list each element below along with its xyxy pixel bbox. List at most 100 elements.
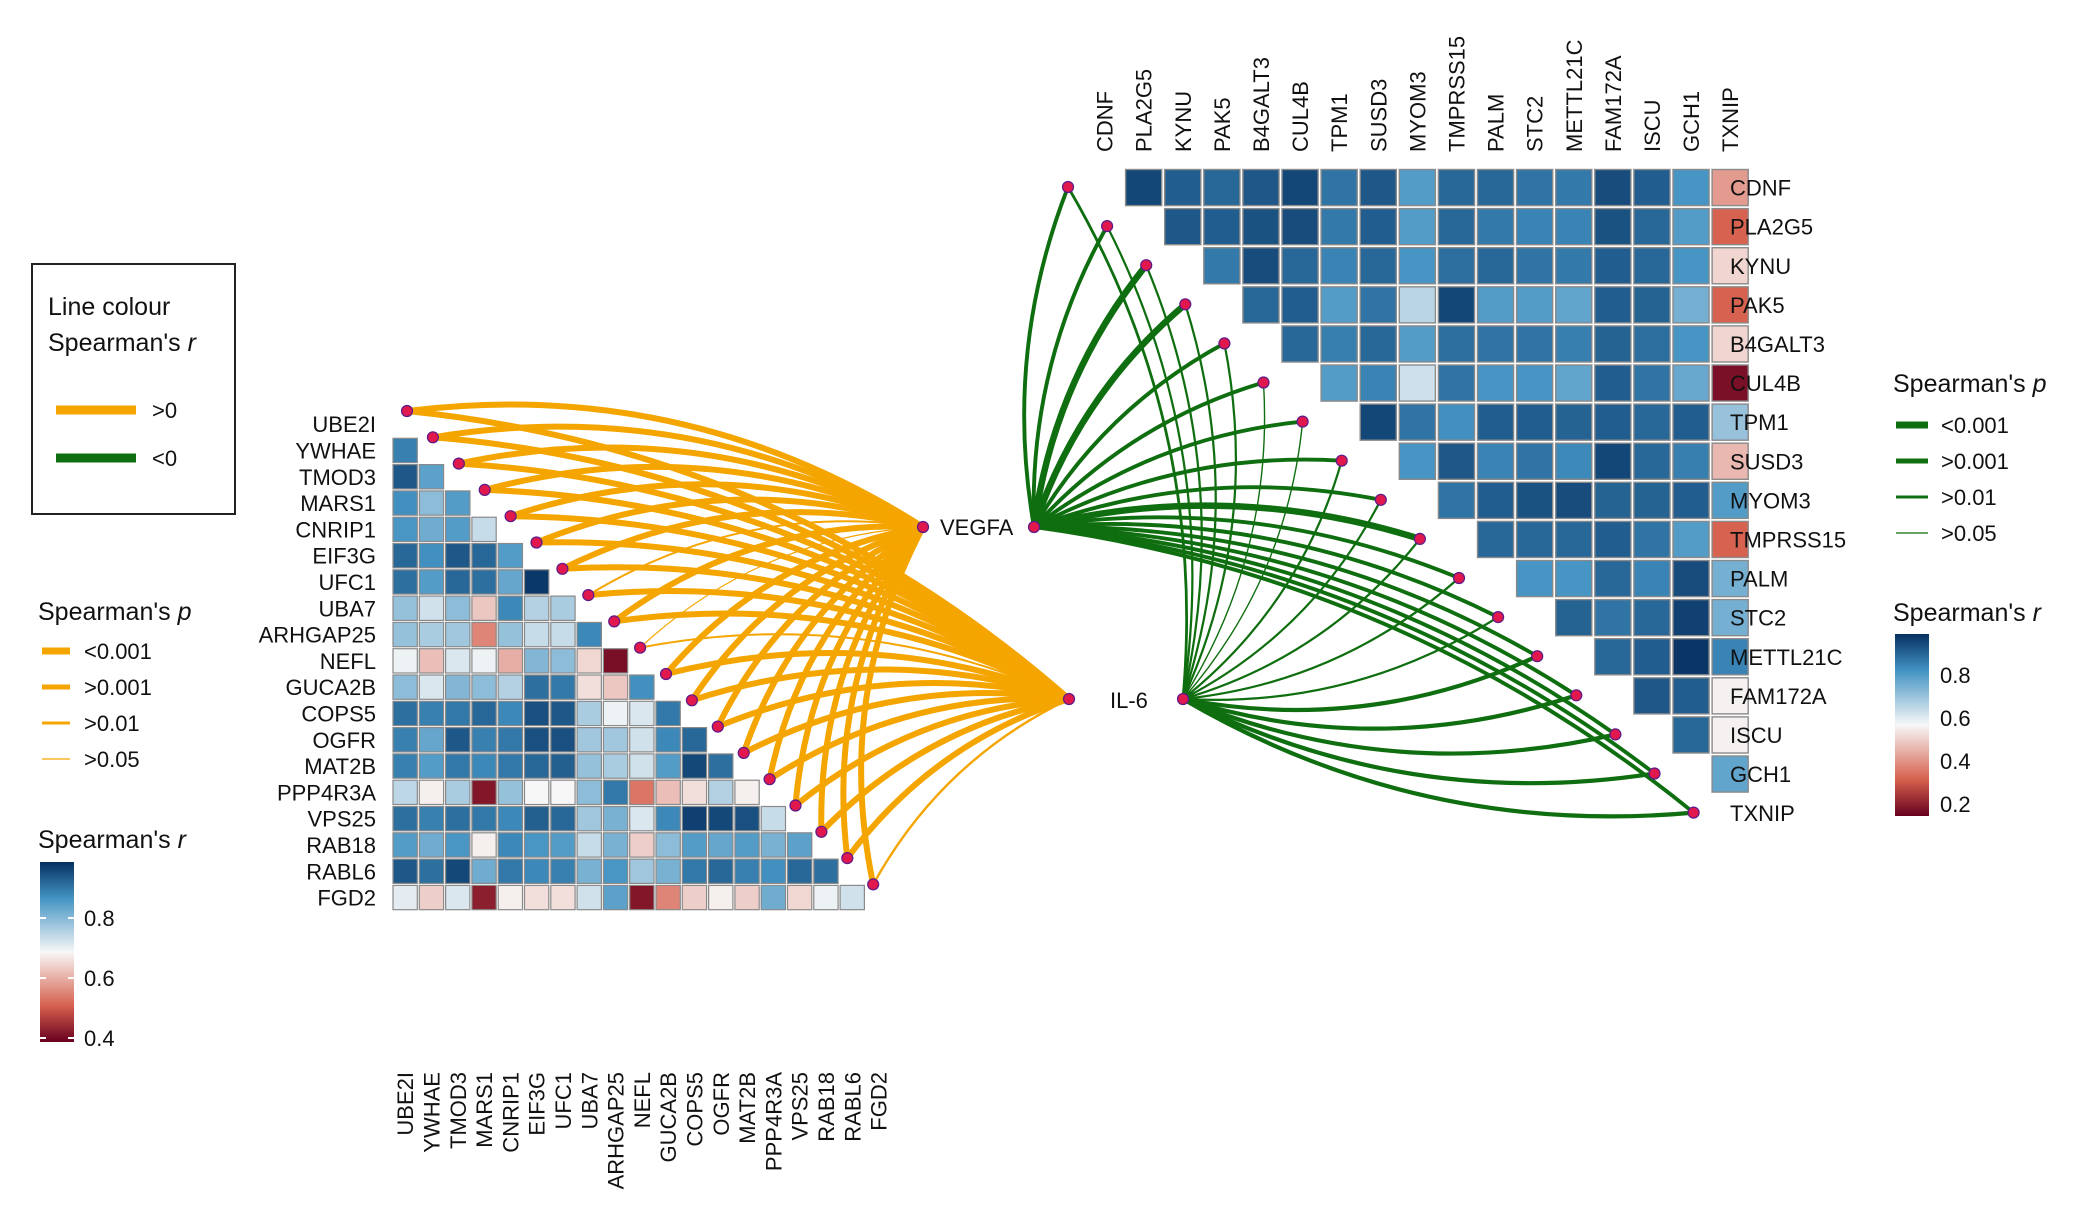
- right-gene-node: [1648, 767, 1661, 780]
- left-heatmap-cell: [576, 648, 602, 674]
- right-heatmap-cell: [1515, 168, 1554, 207]
- left-heatmap-cell: [445, 621, 471, 648]
- left-gene-node: [633, 641, 647, 654]
- right-gene-node: [1452, 571, 1466, 585]
- right-heatmap-cell: [1320, 364, 1358, 402]
- right-heatmap-cell: [1515, 403, 1554, 441]
- right-heatmap-cell: [1633, 246, 1671, 285]
- left-heatmap-cell: [418, 858, 445, 884]
- left-heatmap-cell: [392, 569, 418, 595]
- right-heatmap-cell: [1554, 598, 1593, 637]
- right-row-label: MYOM3: [1730, 488, 1811, 513]
- left-gene-node: [841, 851, 854, 865]
- left-gene-node: [867, 878, 880, 891]
- vegfa-link-left: [792, 524, 926, 806]
- left-heatmap-cell: [471, 753, 497, 779]
- left-heatmap-cell: [602, 858, 629, 884]
- left-heatmap-cell: [602, 648, 629, 674]
- left-heatmap-cell: [707, 753, 734, 779]
- legend-p-left-label-2: >0.001: [84, 675, 152, 700]
- left-heatmap-cell: [786, 858, 813, 884]
- left-heatmap-cell: [445, 753, 471, 779]
- right-heatmap-cell: [1672, 598, 1710, 637]
- right-heatmap-cell: [1672, 246, 1710, 285]
- left-heatmap-cell: [392, 779, 418, 806]
- right-heatmap-cell: [1594, 638, 1632, 676]
- right-heatmap-cell: [1515, 207, 1554, 246]
- right-heatmap-cell: [1320, 207, 1358, 246]
- left-heatmap-cell: [471, 674, 497, 700]
- right-heatmap-cell: [1359, 364, 1397, 402]
- right-heatmap-cell: [1711, 403, 1749, 441]
- hub-label-il6: IL-6: [1110, 688, 1148, 713]
- right-gene-node: [1335, 454, 1348, 467]
- il6-link-right: [1182, 421, 1304, 700]
- right-heatmap-cell: [1554, 364, 1593, 402]
- right-row-label: PAK5: [1730, 293, 1785, 318]
- vegfa-link-left: [458, 444, 925, 530]
- left-heatmap-cell: [734, 779, 760, 806]
- left-gene-node: [400, 404, 414, 418]
- il6-link-right: [1106, 225, 1194, 700]
- right-heatmap-cell: [1398, 403, 1437, 441]
- right-col-label: STC2: [1523, 96, 1548, 152]
- left-col-label: ARHGAP25: [604, 1072, 629, 1189]
- left-heatmap-cell: [445, 779, 471, 806]
- left-heatmap-cell: [550, 858, 576, 884]
- right-col-label: MYOM3: [1405, 71, 1430, 152]
- right-heatmap-cell: [1203, 246, 1241, 285]
- left-heatmap-cell: [392, 805, 418, 832]
- left-col-label: PPP4R3A: [761, 1072, 786, 1171]
- left-heatmap-cell: [471, 779, 497, 806]
- left-heatmap-cell: [471, 858, 497, 884]
- right-col-label: TMPRSS15: [1444, 36, 1469, 152]
- right-col-label: GCH1: [1679, 91, 1704, 152]
- legend-p-left-label-3: >0.01: [84, 711, 140, 736]
- left-gene-node: [763, 773, 776, 786]
- right-heatmap-cell: [1398, 168, 1437, 207]
- il6-link-right: [1182, 697, 1616, 756]
- left-heatmap-cell: [471, 726, 497, 753]
- left-heatmap-cell: [418, 832, 445, 858]
- legend-negative-label: <0: [152, 446, 177, 471]
- right-gene-node: [1413, 532, 1427, 546]
- il6-link-right: [1182, 460, 1343, 700]
- left-heatmap-cell: [497, 569, 524, 595]
- left-heatmap-cell: [550, 884, 576, 911]
- left-heatmap-cell: [734, 805, 760, 832]
- left-heatmap-cell: [497, 805, 524, 832]
- right-heatmap-cell: [1554, 207, 1593, 246]
- legend-positive-label: >0: [152, 398, 177, 423]
- right-row-label: B4GALT3: [1730, 332, 1825, 357]
- left-heatmap-cell: [681, 726, 708, 753]
- vegfa-link-right: [1033, 525, 1656, 776]
- left-heatmap-cell: [392, 437, 418, 464]
- left-heatmap-cell: [550, 779, 576, 806]
- right-heatmap-cell: [1398, 364, 1437, 402]
- right-heatmap-cell: [1711, 442, 1749, 481]
- right-gene-node: [1491, 610, 1505, 624]
- left-heatmap-cell: [523, 674, 550, 700]
- gene-labels: UBE2IUBE2IYWHAEYWHAETMOD3TMOD3MARS1MARS1…: [259, 36, 1847, 1190]
- il6-link-right: [1182, 538, 1421, 701]
- right-heatmap-cell: [1594, 481, 1632, 520]
- left-heatmap-cell: [707, 805, 734, 832]
- left-col-label: UBE2I: [393, 1072, 418, 1136]
- right-heatmap-cell: [1320, 325, 1358, 363]
- vegfa-link-left: [561, 509, 924, 572]
- left-heatmap-cell: [497, 700, 524, 727]
- left-heatmap-cell: [418, 884, 445, 911]
- right-heatmap-cell: [1672, 442, 1710, 481]
- right-heatmap-cell: [1515, 286, 1554, 324]
- right-heatmap-cell: [1594, 598, 1632, 637]
- right-heatmap-cell: [1594, 207, 1632, 246]
- vegfa-link-right: [1033, 522, 1499, 619]
- right-heatmap-cell: [1437, 364, 1476, 402]
- left-heatmap-cell: [445, 858, 471, 884]
- left-heatmap-cell: [523, 832, 550, 858]
- left-heatmap-cell: [681, 779, 708, 806]
- right-heatmap-cell: [1437, 325, 1476, 363]
- right-heatmap-cell: [1711, 598, 1749, 637]
- left-heatmap-cell: [497, 832, 524, 858]
- right-gene-node: [1218, 337, 1231, 350]
